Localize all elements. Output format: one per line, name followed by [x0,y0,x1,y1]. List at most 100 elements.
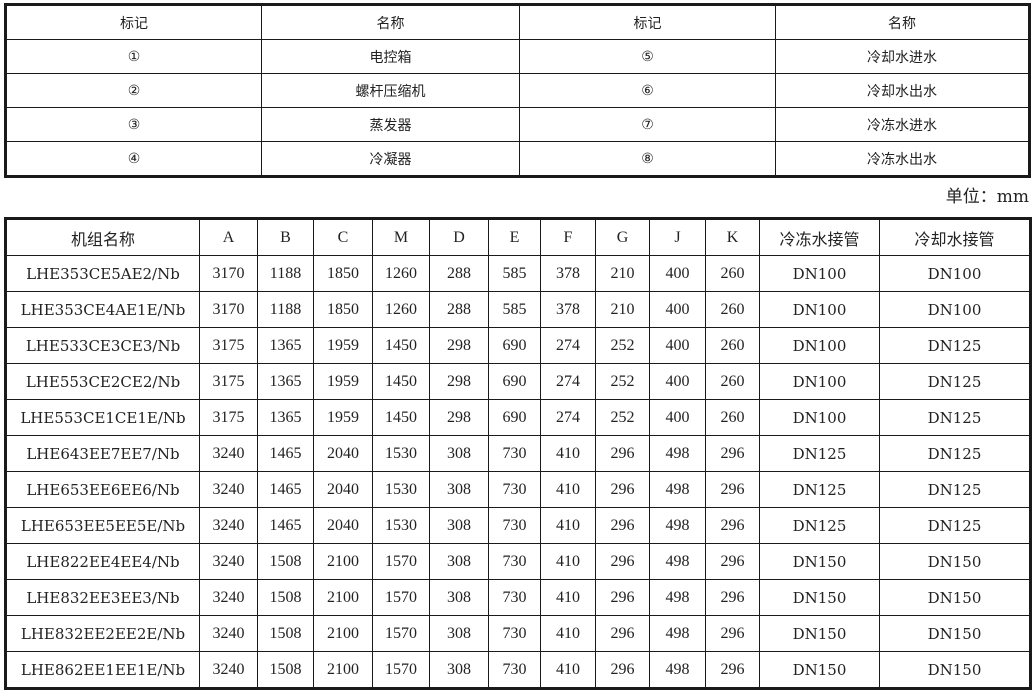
dimension-cell: 296 [705,435,760,472]
dimension-cell: 308 [429,471,489,508]
table-row: LHE832EE3EE3/Nb 3240 1508 2100 1570 308 730 410… [5,579,1031,616]
dimension-cell: 3240 [199,615,258,652]
model-name-cell: LHE533CE3CE3/Nb [5,327,200,364]
dimension-cell: 410 [540,615,596,652]
dimension-cell: 1508 [257,651,314,689]
dimension-cell: 288 [429,291,489,328]
dimension-cell: 1365 [257,399,314,436]
dimension-cell: DN100 [879,291,1031,328]
dimension-cell: 260 [705,363,760,400]
dimension-cell: 400 [649,327,706,364]
model-name-cell: LHE832EE3EE3/Nb [5,579,200,616]
legend-row: ④ 冷凝器 ⑧ 冷冻水出水 [5,141,1030,177]
dimension-cell: 1508 [257,579,314,616]
dimension-cell: 730 [488,615,541,652]
dimension-cell: 260 [705,399,760,436]
dimension-cell: DN125 [879,507,1031,544]
dimension-cell: 1365 [257,327,314,364]
legend-row: ② 螺杆压缩机 ⑥ 冷却水出水 [5,73,1030,108]
dimension-cell: 1959 [313,327,373,364]
dimension-cell: 2100 [313,543,373,580]
component-name-cell: 螺杆压缩机 [261,73,520,108]
dimension-cell: 2100 [313,651,373,689]
legend-row: ③ 蒸发器 ⑦ 冷冻水进水 [5,107,1030,142]
dimension-cell: 1570 [372,543,430,580]
dimension-table: 机组名称 A B C M D E F G J K 冷冻水接管 冷却水接管 LHE353CE5AE2/Nb 3… [4,217,1032,690]
dimension-cell: DN100 [759,291,880,328]
dimension-cell: DN150 [759,579,880,616]
model-name-cell: LHE353CE4AE1E/Nb [5,291,200,328]
dimension-cell: 410 [540,579,596,616]
column-header: M [372,218,430,256]
dimension-cell: 410 [540,435,596,472]
table-row: LHE643EE7EE7/Nb 3240 1465 2040 1530 308 730 410… [5,435,1031,472]
dimension-cell: 730 [488,543,541,580]
dimension-cell: 1508 [257,615,314,652]
dimension-cell: 308 [429,579,489,616]
component-name-cell: 冷冻水出水 [775,141,1030,177]
table-row: LHE862EE1EE1E/Nb 3240 1508 2100 1570 308 730 41… [5,651,1031,689]
dimension-header-row: 机组名称 A B C M D E F G J K 冷冻水接管 冷却水接管 [5,218,1031,256]
column-header: 名称 [775,4,1030,40]
model-name-cell: LHE862EE1EE1E/Nb [5,651,200,689]
table-row: LHE353CE4AE1E/Nb 3170 1188 1850 1260 288 585 37… [5,291,1031,328]
dimension-cell: 410 [540,543,596,580]
dimension-cell: 730 [488,579,541,616]
dimension-cell: 498 [649,471,706,508]
dimension-cell: 2100 [313,579,373,616]
column-header: J [649,218,706,256]
table-row: LHE653EE6EE6/Nb 3240 1465 2040 1530 308 730 410… [5,471,1031,508]
dimension-cell: 296 [705,651,760,689]
dimension-cell: 288 [429,255,489,292]
dimension-cell: 296 [595,435,650,472]
dimension-cell: DN150 [879,543,1031,580]
dimension-cell: DN100 [879,255,1031,292]
dimension-cell: 296 [595,543,650,580]
marker-cell: ⑦ [519,107,776,142]
table-row: LHE832EE2EE2E/Nb 3240 1508 2100 1570 308 730 41… [5,615,1031,652]
dimension-cell: 298 [429,363,489,400]
dimension-cell: 3240 [199,507,258,544]
table-row: LHE553CE1CE1E/Nb 3175 1365 1959 1450 298 690 27… [5,399,1031,436]
dimension-cell: 3170 [199,291,258,328]
dimension-cell: 274 [540,327,596,364]
dimension-cell: 1465 [257,435,314,472]
dimension-cell: 296 [595,651,650,689]
column-header: 冷冻水接管 [759,218,880,256]
column-header: F [540,218,596,256]
dimension-cell: 690 [488,363,541,400]
model-name-cell: LHE643EE7EE7/Nb [5,435,200,472]
dimension-cell: DN100 [759,363,880,400]
dimension-cell: 378 [540,291,596,328]
dimension-cell: 2040 [313,471,373,508]
component-name-cell: 冷冻水进水 [775,107,1030,142]
dimension-cell: 308 [429,507,489,544]
column-header: K [705,218,760,256]
dimension-cell: DN125 [759,507,880,544]
dimension-cell: 585 [488,291,541,328]
dimension-cell: 498 [649,543,706,580]
legend-row: ① 电控箱 ⑤ 冷却水进水 [5,39,1030,74]
column-header: B [257,218,314,256]
component-name-cell: 冷却水进水 [775,39,1030,74]
dimension-cell: 498 [649,615,706,652]
dimension-cell: 260 [705,291,760,328]
dimension-cell: 1530 [372,471,430,508]
model-name-cell: LHE353CE5AE2/Nb [5,255,200,292]
dimension-cell: DN125 [879,471,1031,508]
dimension-cell: 3240 [199,471,258,508]
dimension-cell: DN150 [759,615,880,652]
dimension-cell: 498 [649,507,706,544]
dimension-cell: 1850 [313,291,373,328]
dimension-cell: 1450 [372,399,430,436]
column-header: C [313,218,373,256]
marker-cell: ③ [5,107,262,142]
dimension-cell: 296 [705,543,760,580]
column-header: 名称 [261,4,520,40]
dimension-cell: 296 [595,471,650,508]
dimension-cell: 3240 [199,579,258,616]
dimension-cell: 3240 [199,651,258,689]
dimension-cell: 498 [649,579,706,616]
model-name-cell: LHE653EE6EE6/Nb [5,471,200,508]
model-name-cell: LHE553CE2CE2/Nb [5,363,200,400]
